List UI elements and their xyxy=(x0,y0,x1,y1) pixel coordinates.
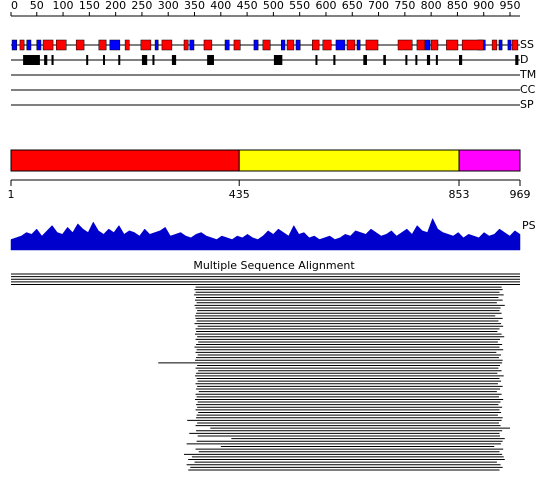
track-label: TM xyxy=(519,68,536,81)
disorder-region xyxy=(426,55,431,65)
helix xyxy=(461,39,484,51)
domain xyxy=(238,149,460,172)
helix xyxy=(312,39,320,51)
disorder-region xyxy=(171,55,177,65)
helix xyxy=(365,39,379,51)
ruler-label: 900 xyxy=(473,0,494,12)
strand xyxy=(26,39,32,51)
strand xyxy=(507,39,512,51)
disorder-region xyxy=(415,55,418,65)
ruler-label: 400 xyxy=(210,0,231,12)
strand xyxy=(253,39,259,51)
helix xyxy=(346,39,356,51)
domain xyxy=(10,149,240,172)
strand xyxy=(281,39,286,51)
strand xyxy=(109,39,121,51)
ruler-label: 600 xyxy=(315,0,336,12)
strand xyxy=(224,39,230,51)
disorder-region xyxy=(141,55,148,65)
ruler-label: 800 xyxy=(421,0,442,12)
helix xyxy=(322,39,332,51)
ruler-label: 650 xyxy=(342,0,363,12)
disorder-region xyxy=(315,55,318,65)
helix xyxy=(55,39,67,51)
ruler-label: 550 xyxy=(289,0,310,12)
domain xyxy=(458,149,521,172)
ruler-label: 150 xyxy=(79,0,100,12)
ps-label: PS xyxy=(522,219,536,232)
disorder-region xyxy=(51,55,54,65)
disorder-region xyxy=(86,55,89,65)
strand xyxy=(335,39,346,51)
disorder-region xyxy=(333,55,336,65)
strand xyxy=(498,39,503,51)
alignment-title: Multiple Sequence Alignment xyxy=(193,259,355,272)
strand xyxy=(189,39,195,51)
ruler-label: 200 xyxy=(105,0,126,12)
domain-tick-label: 969 xyxy=(510,188,531,201)
helix xyxy=(262,39,271,51)
domain-tick-label: 853 xyxy=(449,188,470,201)
track-label: CC xyxy=(520,83,536,96)
disorder-region xyxy=(44,55,48,65)
helix xyxy=(161,39,173,51)
helix xyxy=(430,39,439,51)
helix xyxy=(140,39,152,51)
domain-tick-label: 1 xyxy=(8,188,15,201)
helix xyxy=(42,39,54,51)
disorder-region xyxy=(103,55,106,65)
helix xyxy=(446,39,459,51)
disorder-region xyxy=(273,55,283,65)
track-label: D xyxy=(520,53,528,66)
domain-tick-label: 435 xyxy=(229,188,250,201)
ps-profile xyxy=(10,217,521,251)
ruler-label: 0 xyxy=(11,0,18,12)
helix xyxy=(75,39,85,51)
disorder-region xyxy=(435,55,438,65)
ruler-label: 750 xyxy=(394,0,415,12)
helix xyxy=(183,39,189,51)
strand xyxy=(295,39,301,51)
ruler-label: 100 xyxy=(53,0,74,12)
ruler-label: 700 xyxy=(368,0,389,12)
helix xyxy=(397,39,413,51)
disorder-region xyxy=(515,55,519,65)
helix xyxy=(124,39,130,51)
strand xyxy=(425,39,431,51)
strand xyxy=(154,39,159,51)
disorder-region xyxy=(459,55,463,65)
track-label: SS xyxy=(520,38,534,51)
strand xyxy=(11,39,18,51)
ruler-label: 950 xyxy=(500,0,521,12)
ruler-label: 500 xyxy=(263,0,284,12)
disorder-region xyxy=(363,55,367,65)
disorder-region xyxy=(383,55,386,65)
helix xyxy=(19,39,25,51)
helix xyxy=(511,39,519,51)
helix xyxy=(491,39,498,51)
helix xyxy=(416,39,426,51)
ruler-label: 300 xyxy=(158,0,179,12)
helix xyxy=(233,39,241,51)
disorder-region xyxy=(405,55,408,65)
ruler-label: 850 xyxy=(447,0,468,12)
strand xyxy=(36,39,42,51)
helix xyxy=(203,39,213,51)
ruler-label: 250 xyxy=(131,0,152,12)
ruler-label: 350 xyxy=(184,0,205,12)
ruler-label: 50 xyxy=(30,0,44,12)
disorder-region xyxy=(207,55,214,65)
track-label: SP xyxy=(520,98,534,111)
disorder-region xyxy=(152,55,155,65)
disorder-region xyxy=(23,55,40,65)
helix xyxy=(286,39,295,51)
helix xyxy=(98,39,107,51)
strand xyxy=(356,39,361,51)
ruler-label: 450 xyxy=(237,0,258,12)
disorder-region xyxy=(118,55,121,65)
